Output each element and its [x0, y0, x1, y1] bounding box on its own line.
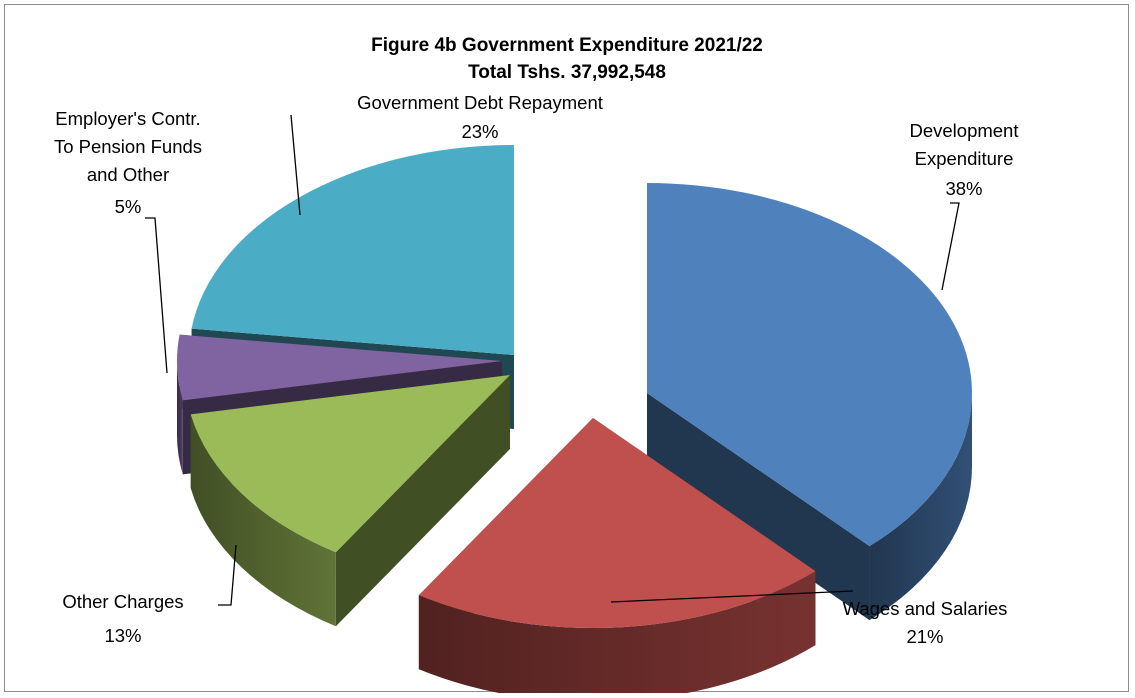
- slice-label-line: 5%: [115, 196, 142, 217]
- slice-label-line: Wages and Salaries: [843, 598, 1008, 619]
- pie-slice-other-charges: [190, 375, 510, 627]
- pie-slices: [176, 145, 972, 693]
- pie-slice-development-expenditure: [647, 183, 972, 621]
- pie-slice-outer-wall: [190, 414, 336, 627]
- pie-chart: Figure 4b Government Expenditure 2021/22…: [54, 35, 1019, 693]
- slice-label-line: Other Charges: [62, 591, 183, 612]
- leader-line: [941, 202, 960, 291]
- chart-title: Figure 4b Government Expenditure 2021/22: [371, 35, 763, 56]
- slice-label-line: Development: [909, 120, 1018, 141]
- slice-label: Other Charges 13%: [62, 591, 183, 646]
- leader-line: [610, 590, 854, 603]
- leader-line: [290, 114, 301, 216]
- pie-slice-top: [418, 418, 816, 628]
- slice-label-line: To Pension Funds: [54, 136, 202, 157]
- slice-labels: Development Expenditure 38% Wages and Salar…: [54, 92, 1019, 647]
- slice-label: Government Debt Repayment 23%: [357, 92, 603, 142]
- slice-label-line: 13%: [104, 625, 141, 646]
- slice-label-line: 23%: [461, 121, 498, 142]
- chart-subtitle: Total Tshs. 37,992,548: [468, 62, 666, 83]
- pie-slice-top: [191, 145, 514, 355]
- slice-label-line: 38%: [945, 178, 982, 199]
- slice-label-line: Employer's Contr.: [55, 108, 200, 129]
- slice-label: Development Expenditure 38%: [909, 120, 1018, 199]
- leader-lines: [145, 114, 960, 606]
- pie-slice-outer-wall: [177, 361, 183, 475]
- slice-label-line: Expenditure: [915, 148, 1014, 169]
- pie-slice-top: [176, 334, 503, 401]
- slice-label: Employer's Contr. To Pension Funds and Oth…: [54, 108, 202, 217]
- leader-line: [218, 544, 237, 606]
- pie-slice-top: [190, 375, 510, 553]
- pie-slice-outer-wall: [418, 571, 816, 693]
- slice-label: Wages and Salaries 21%: [843, 598, 1008, 647]
- pie-slice-wages-and-salaries: [418, 418, 816, 693]
- chart-area: Figure 4b Government Expenditure 2021/22…: [4, 4, 1129, 693]
- pie-slice-wall: [647, 393, 870, 621]
- leader-line: [145, 217, 168, 374]
- slice-label-line: Government Debt Repayment: [357, 92, 603, 113]
- pie-slice-outer-wall: [869, 393, 972, 621]
- slice-label-line: 21%: [906, 626, 943, 647]
- slice-label-line: and Other: [87, 164, 169, 185]
- pie-slice-top: [647, 183, 972, 547]
